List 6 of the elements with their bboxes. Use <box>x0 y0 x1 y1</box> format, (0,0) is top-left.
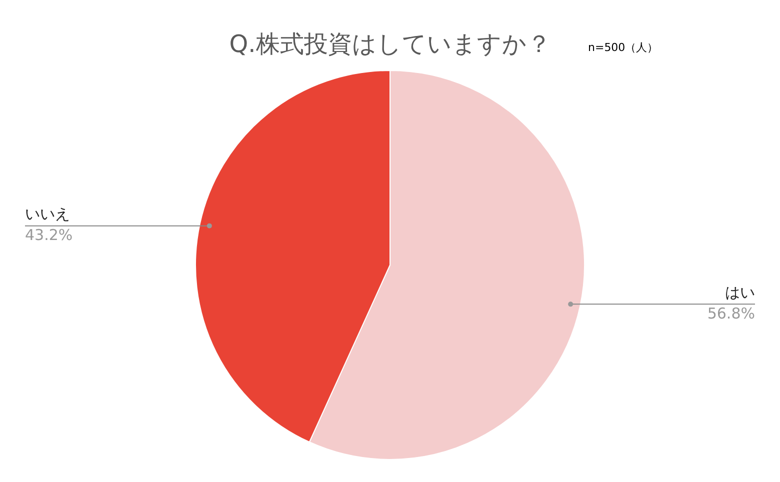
slice-label: いいえ <box>25 205 70 224</box>
slice-label: はい <box>725 284 755 302</box>
data-label: 43.2% <box>25 226 73 244</box>
data-label: 56.8% <box>707 304 755 323</box>
chart-title: Q.株式投資はしていますか？ <box>229 30 551 58</box>
chart-subtitle: n=500（人） <box>588 40 658 55</box>
